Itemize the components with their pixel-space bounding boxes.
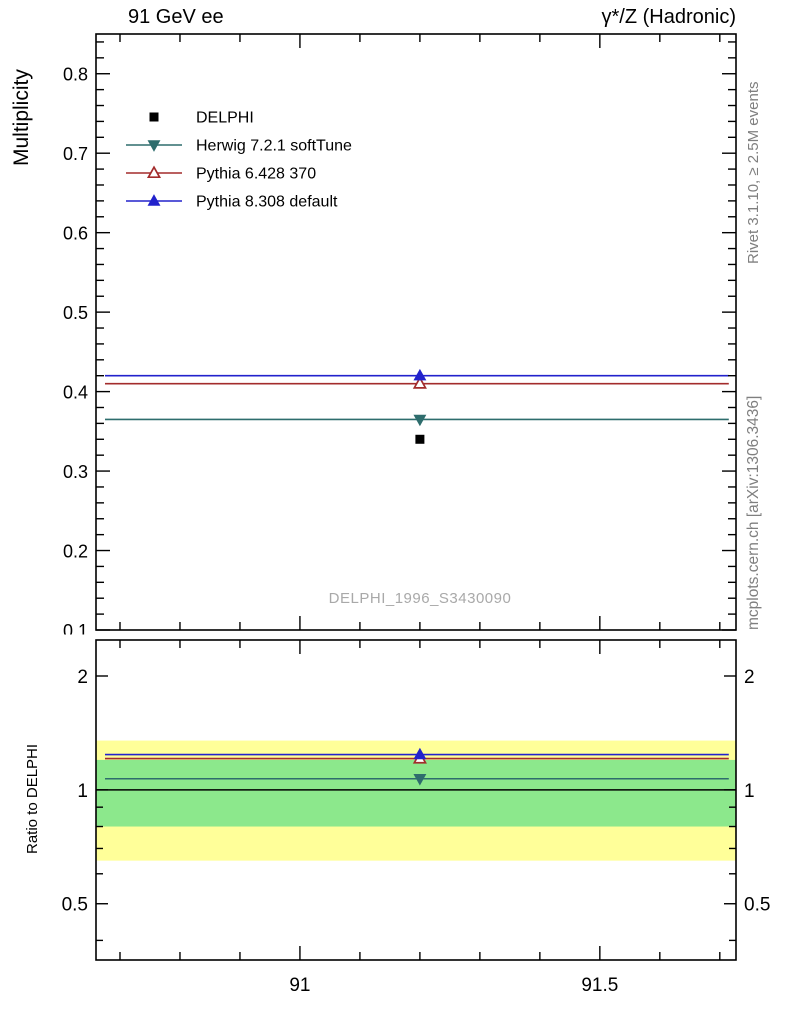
legend-marker-pythia-8-308-default: [147, 194, 161, 206]
beam-energy-title: 91 GeV ee: [128, 6, 224, 28]
legend-label-delphi: DELPHI: [196, 110, 254, 127]
herwig-7-2-1-softtune-marker-ratio: [413, 774, 427, 786]
main-panel-frame: [95, 33, 737, 631]
ratio-y-tick-label-right: 0.5: [744, 895, 770, 916]
legend-label-pythia-8-308-default: Pythia 8.308 default: [196, 194, 338, 211]
ratio-y-tick-label-right: 2: [744, 667, 755, 688]
pythia-6-428-370-marker-main: [412, 376, 427, 389]
ratio-band-green: [96, 759, 736, 827]
ratio-y-tick-label-left: 0.5: [62, 895, 88, 916]
bottom-label-clip: [54, 634, 94, 643]
mcplots-reference-note: mcplots.cern.ch [arXiv:1306.3436]: [745, 395, 762, 630]
ratio-y-axis-title: Ratio to DELPHI: [24, 743, 41, 854]
main-y-tick-label: 0.7: [63, 144, 88, 164]
main-y-tick-label: 0.3: [63, 462, 88, 482]
x-tick-label: 91: [289, 975, 310, 996]
main-y-tick-label: 0.8: [63, 65, 88, 85]
main-y-tick-label: 0.6: [63, 224, 88, 244]
rivet-version-note: Rivet 3.1.10, ≥ 2.5M events: [745, 81, 762, 265]
main-y-tick-label: 0.2: [63, 542, 88, 562]
legend-marker-pythia-6-428-370: [146, 165, 162, 179]
ratio-panel-frame: [95, 639, 737, 961]
legend-marker-herwig-7-2-1-softtune: [147, 140, 161, 152]
process-title: γ*/Z (Hadronic): [601, 6, 736, 28]
ratio-y-tick-label-right: 1: [744, 781, 755, 802]
main-y-axis-title: Multiplicity: [10, 69, 33, 166]
main-y-tick-label: 0.5: [63, 303, 88, 323]
ratio-y-tick-label-left: 2: [77, 667, 88, 688]
herwig-7-2-1-softtune-marker-main: [413, 414, 427, 427]
main-y-tick-label: 0.4: [63, 383, 88, 403]
analysis-id-watermark: DELPHI_1996_S3430090: [328, 590, 512, 607]
legend-label-pythia-6-428-370: Pythia 6.428 370: [196, 166, 316, 183]
legend-label-herwig-7-2-1-softtune: Herwig 7.2.1 softTune: [196, 138, 352, 155]
legend-marker-delphi: [149, 112, 159, 122]
ratio-y-tick-label-left: 1: [77, 781, 88, 802]
x-tick-label: 91.5: [581, 975, 618, 996]
pythia-8-308-default-marker-main: [413, 368, 427, 381]
delphi-marker-main: [415, 434, 425, 444]
pythia-8-308-default-marker-ratio: [413, 747, 427, 760]
